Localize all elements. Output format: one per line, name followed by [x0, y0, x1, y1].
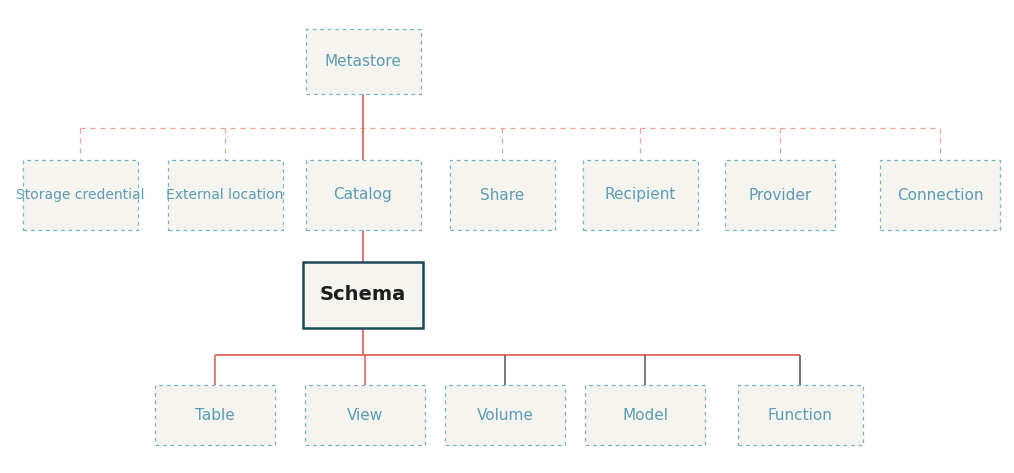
FancyBboxPatch shape: [155, 385, 275, 445]
Text: Metastore: Metastore: [324, 54, 402, 70]
Text: Table: Table: [195, 408, 235, 422]
FancyBboxPatch shape: [167, 160, 283, 230]
FancyBboxPatch shape: [305, 160, 421, 230]
Text: Share: Share: [480, 187, 524, 202]
Text: Catalog: Catalog: [334, 187, 392, 202]
FancyBboxPatch shape: [449, 160, 555, 230]
Text: Model: Model: [622, 408, 668, 422]
Text: External location: External location: [166, 188, 284, 202]
Text: Provider: Provider: [748, 187, 811, 202]
Text: Storage credential: Storage credential: [16, 188, 144, 202]
FancyBboxPatch shape: [22, 160, 138, 230]
FancyBboxPatch shape: [582, 160, 698, 230]
FancyBboxPatch shape: [880, 160, 1000, 230]
Text: Schema: Schema: [319, 286, 407, 305]
Text: View: View: [347, 408, 383, 422]
FancyBboxPatch shape: [725, 160, 835, 230]
Text: Function: Function: [768, 408, 832, 422]
Text: Recipient: Recipient: [604, 187, 675, 202]
FancyBboxPatch shape: [305, 385, 425, 445]
FancyBboxPatch shape: [585, 385, 705, 445]
Text: Connection: Connection: [896, 187, 984, 202]
FancyBboxPatch shape: [303, 263, 423, 327]
FancyBboxPatch shape: [305, 29, 421, 95]
FancyBboxPatch shape: [737, 385, 863, 445]
FancyBboxPatch shape: [445, 385, 565, 445]
Text: Volume: Volume: [477, 408, 533, 422]
